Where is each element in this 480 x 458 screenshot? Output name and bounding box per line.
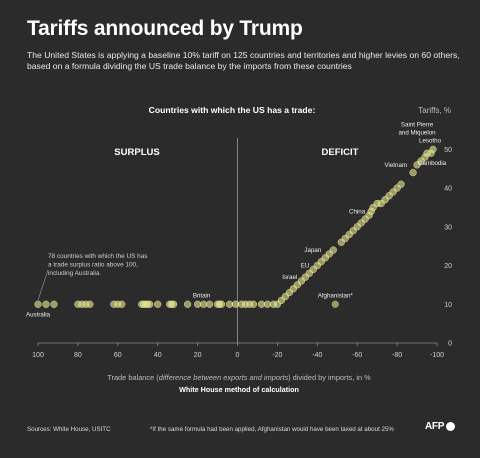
y-tick-label: 30 xyxy=(444,224,452,231)
chart-axes: 100 80 60 40 20 0 -20 -40 -60 -80 -100 0 10 20 30 40 50 xyxy=(32,138,452,359)
sources-note: Sources: White House, USITC xyxy=(27,426,111,433)
data-point xyxy=(331,300,339,308)
point-label: China xyxy=(349,208,366,215)
data-point xyxy=(329,246,337,254)
point-label: Afghanistan* xyxy=(318,292,354,299)
point-label: EU xyxy=(301,263,310,270)
data-point xyxy=(409,168,417,177)
x-tick-label: 60 xyxy=(114,352,122,359)
x-tick-label: -100 xyxy=(430,352,444,359)
x-tick-label: -80 xyxy=(392,352,402,359)
y-axis-label: Tariffs, % xyxy=(418,106,451,115)
data-point xyxy=(217,300,226,308)
data-point xyxy=(146,300,154,308)
x-tick-label: -20 xyxy=(272,352,282,359)
data-points xyxy=(34,145,437,308)
afp-logo: AFP xyxy=(425,421,445,432)
data-point xyxy=(205,300,214,308)
point-label: and Miquelon xyxy=(398,129,436,136)
point-labels: Australia Britain Afghanistan* Israel EU Japa… xyxy=(26,121,447,318)
data-point xyxy=(154,300,162,308)
footnote: *If the same formula had been applied, A… xyxy=(150,426,394,433)
data-point xyxy=(42,300,50,308)
y-tick-label: 40 xyxy=(444,186,452,193)
data-point xyxy=(118,300,126,308)
y-tick-label: 10 xyxy=(444,302,452,309)
point-label: Japan xyxy=(304,247,321,254)
annotation-text: 78 countries with which the US has a trad… xyxy=(48,253,147,277)
x-axis-label: Trade balance (difference between export… xyxy=(107,373,371,382)
chart-subtitle: The United States is applying a baseline… xyxy=(27,50,460,71)
surplus-annotation: 78 countries with which the US has a trad… xyxy=(37,253,147,301)
chart-heading: Countries with which the US has a trade: xyxy=(149,105,316,115)
x-axis-sublabel: White House method of calculation xyxy=(179,385,299,394)
point-label: Vietnam xyxy=(384,162,407,169)
x-tick-label: 0 xyxy=(236,352,240,359)
surplus-region-label: SURPLUS xyxy=(114,147,159,158)
data-point xyxy=(183,300,192,308)
deficit-region-label: DEFICIT xyxy=(322,147,359,158)
annotation-leader-line xyxy=(37,269,49,301)
data-point xyxy=(50,300,58,308)
x-tick-label: 40 xyxy=(154,352,162,359)
chart-title: Tariffs announced by Trump xyxy=(27,17,303,40)
afp-logo-dot-icon xyxy=(446,422,455,431)
x-tick-label: 20 xyxy=(194,352,202,359)
x-tick-label: 80 xyxy=(74,352,82,359)
point-label: Britain xyxy=(193,292,211,299)
x-tick-label: -40 xyxy=(312,352,322,359)
x-tick-label: 100 xyxy=(32,352,44,359)
point-label: Lesotho xyxy=(419,137,442,144)
data-point xyxy=(397,180,405,188)
y-tick-label: 0 xyxy=(448,341,452,348)
data-point xyxy=(429,145,437,154)
data-point xyxy=(86,300,94,308)
data-point xyxy=(249,300,258,308)
x-tick-label: -60 xyxy=(352,352,362,359)
point-label: Australia xyxy=(26,311,51,318)
point-label: Saint Pierre xyxy=(401,121,434,128)
data-point xyxy=(34,300,42,308)
y-tick-label: 20 xyxy=(444,263,452,270)
data-point xyxy=(170,300,178,308)
y-tick-label: 50 xyxy=(444,147,452,154)
point-label: Cambodia xyxy=(418,160,447,167)
point-label: Israel xyxy=(282,274,297,281)
